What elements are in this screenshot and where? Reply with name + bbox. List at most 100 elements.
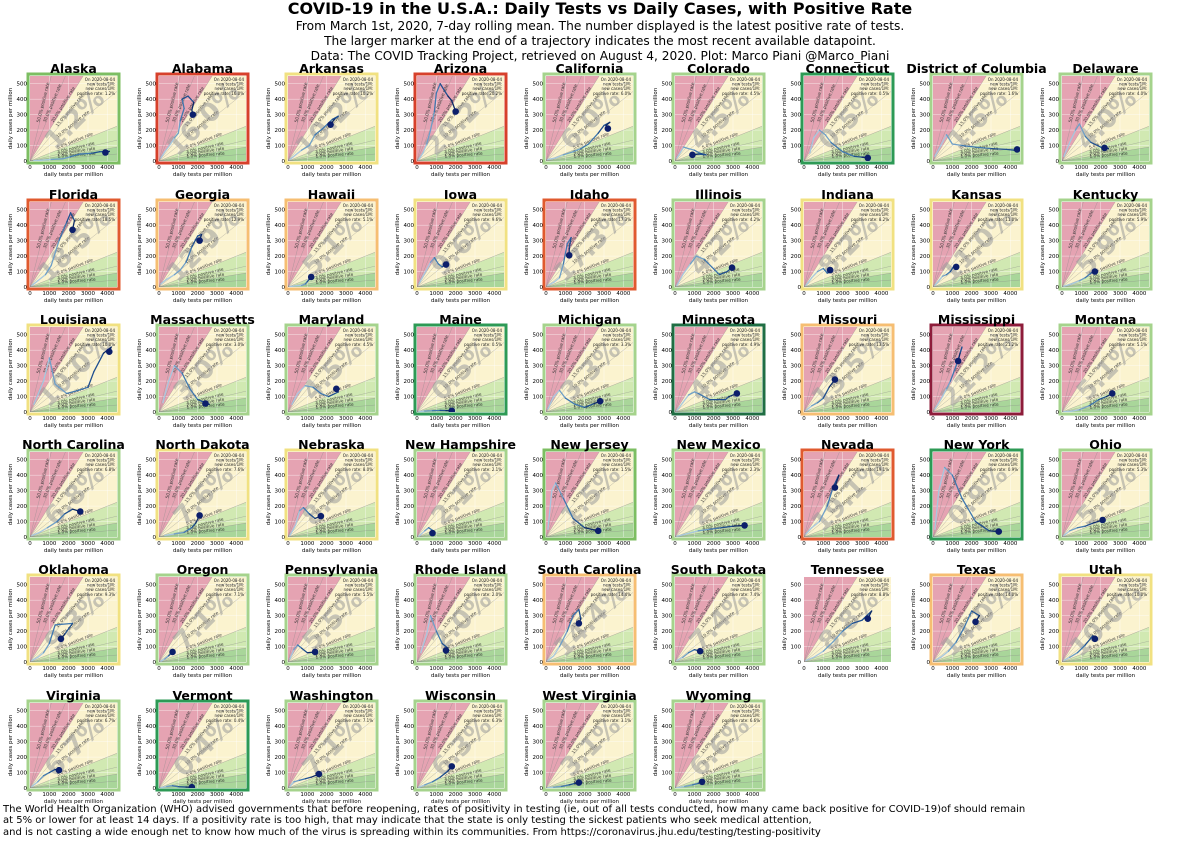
- positive-rate-ray: [30, 773, 117, 788]
- panel-info-text: On 2020-08-04: [214, 704, 245, 709]
- positive-rate-label: 2.0% positive rate: [315, 522, 354, 533]
- positive-rate-ray: [546, 640, 633, 662]
- y-tick-label: 200: [662, 128, 673, 134]
- y-tick-label: 300: [533, 613, 544, 619]
- x-tick-label: 0: [157, 165, 161, 171]
- trajectory-segment: [547, 157, 557, 161]
- y-tick-label: 200: [920, 504, 931, 510]
- panel-info-text: positive rate: 12.9%: [204, 217, 245, 222]
- panel-info-text: new tests/1M:: [474, 208, 502, 213]
- state-title: Florida: [49, 187, 98, 202]
- positive-rate-ray: [30, 577, 66, 662]
- y-tick-label: 400: [920, 348, 931, 354]
- state-title: Nebraska: [298, 437, 365, 452]
- x-tick-label: 4000: [616, 792, 630, 798]
- y-tick-label: 300: [920, 488, 931, 494]
- state-title: Colorado: [687, 61, 750, 76]
- x-tick-label: 0: [931, 541, 935, 547]
- x-tick-label: 1000: [1074, 291, 1088, 297]
- panel-info-text: new cases/1M:: [343, 337, 373, 342]
- panel-info-text: On 2020-08-04: [1117, 578, 1148, 583]
- positive-rate-ray: [30, 640, 117, 662]
- x-tick-label: 4000: [1132, 666, 1146, 672]
- positive-rate-ray: [30, 703, 52, 788]
- positive-rate-ray: [933, 217, 1020, 287]
- y-tick-label: 500: [533, 82, 544, 88]
- positive-rate-ray: [288, 452, 360, 537]
- positive-rate-ray: [30, 265, 117, 287]
- subtitle-line-3: Data: The COVID Tracking Project, retrie…: [310, 49, 890, 63]
- x-tick-label: 3000: [726, 792, 740, 798]
- y-tick-label: 100: [275, 644, 286, 650]
- positive-rate-ray: [546, 279, 633, 287]
- zone-mid-positive-rate: [159, 327, 246, 412]
- x-tick-label: 0: [673, 792, 677, 798]
- panel-info-text: new tests/1M:: [474, 709, 502, 714]
- positive-rate-ray: [417, 703, 439, 788]
- trajectory-segment: [818, 129, 826, 136]
- x-tick-label: 2000: [191, 291, 205, 297]
- y-tick-label: 500: [146, 333, 157, 339]
- x-tick-label: 2000: [707, 416, 721, 422]
- y-axis-label: daily cases per million: [1040, 87, 1046, 149]
- positive-rate-label: 2.0% positive rate: [186, 647, 225, 658]
- positive-rate-ray: [1062, 647, 1149, 662]
- panel-info-text: positive rate: 17.3%: [591, 217, 632, 222]
- positive-rate-label: 2.0% positive rate: [1089, 522, 1128, 533]
- y-tick-label: 300: [146, 739, 157, 745]
- x-tick-label: 3000: [597, 165, 611, 171]
- y-tick-label: 400: [662, 348, 673, 354]
- panel-info-text: On 2020-08-04: [472, 203, 503, 208]
- positive-rate-label: 1.0% positive rate: [57, 277, 96, 285]
- y-tick-label: 400: [1049, 223, 1060, 229]
- trajectory-segment: [308, 513, 316, 520]
- panel-info-text: On 2020-08-04: [85, 704, 116, 709]
- y-axis-label: daily cases per million: [395, 213, 401, 275]
- x-tick-label: 3000: [597, 291, 611, 297]
- panel-info-text: positive rate: 6.3%: [464, 718, 502, 723]
- x-tick-label: 2000: [62, 792, 76, 798]
- positive-rate-ray: [804, 202, 840, 287]
- x-tick-label: 2000: [836, 416, 850, 422]
- positive-rate-label: 1.0% positive rate: [702, 151, 741, 159]
- x-axis-label: daily tests per million: [173, 172, 233, 178]
- panel-info-text: positive rate: 5.1%: [1109, 342, 1147, 347]
- positive-rate-ray: [804, 577, 840, 662]
- positive-rate-ray: [933, 640, 1020, 662]
- positive-rate-ray: [675, 397, 762, 412]
- trajectory-segment: [181, 372, 191, 390]
- positive-rate-ray: [417, 452, 453, 537]
- y-tick-label: 0: [282, 786, 286, 792]
- x-tick-label: 1000: [558, 291, 572, 297]
- panel-status-border: [929, 573, 1024, 666]
- state-title: Kansas: [951, 187, 1001, 202]
- x-tick-label: 3000: [597, 541, 611, 547]
- positive-rate-ray: [546, 342, 633, 412]
- x-tick-label: 3000: [855, 666, 869, 672]
- positive-rate-label: 1.0% positive rate: [444, 402, 483, 410]
- panel-status-border: [929, 448, 1024, 541]
- positive-rate-label: 2.0% positive rate: [57, 647, 96, 658]
- y-tick-label: 400: [146, 223, 157, 229]
- y-tick-label: 200: [791, 379, 802, 385]
- positive-rate-ray: [288, 529, 375, 537]
- latest-datapoint-marker: [57, 635, 65, 643]
- positive-rate-ray: [546, 647, 633, 662]
- positive-rate-ray: [30, 577, 52, 662]
- panel-info-text: positive rate: 8.8%: [851, 592, 889, 597]
- panel-status-border: [26, 72, 121, 165]
- trajectory-segment: [185, 246, 193, 263]
- trajectory-segment: [327, 391, 339, 398]
- x-tick-label: 3000: [984, 165, 998, 171]
- positive-rate-ray: [1062, 342, 1149, 412]
- zone-mid-positive-rate: [30, 76, 117, 161]
- x-tick-label: 2000: [449, 541, 463, 547]
- x-tick-label: 0: [931, 416, 935, 422]
- panel-info-text: On 2020-08-04: [85, 578, 116, 583]
- positive-rate-label: 2.0% positive rate: [831, 272, 870, 283]
- x-axis-label: daily tests per million: [44, 298, 104, 304]
- x-tick-label: 1000: [42, 541, 56, 547]
